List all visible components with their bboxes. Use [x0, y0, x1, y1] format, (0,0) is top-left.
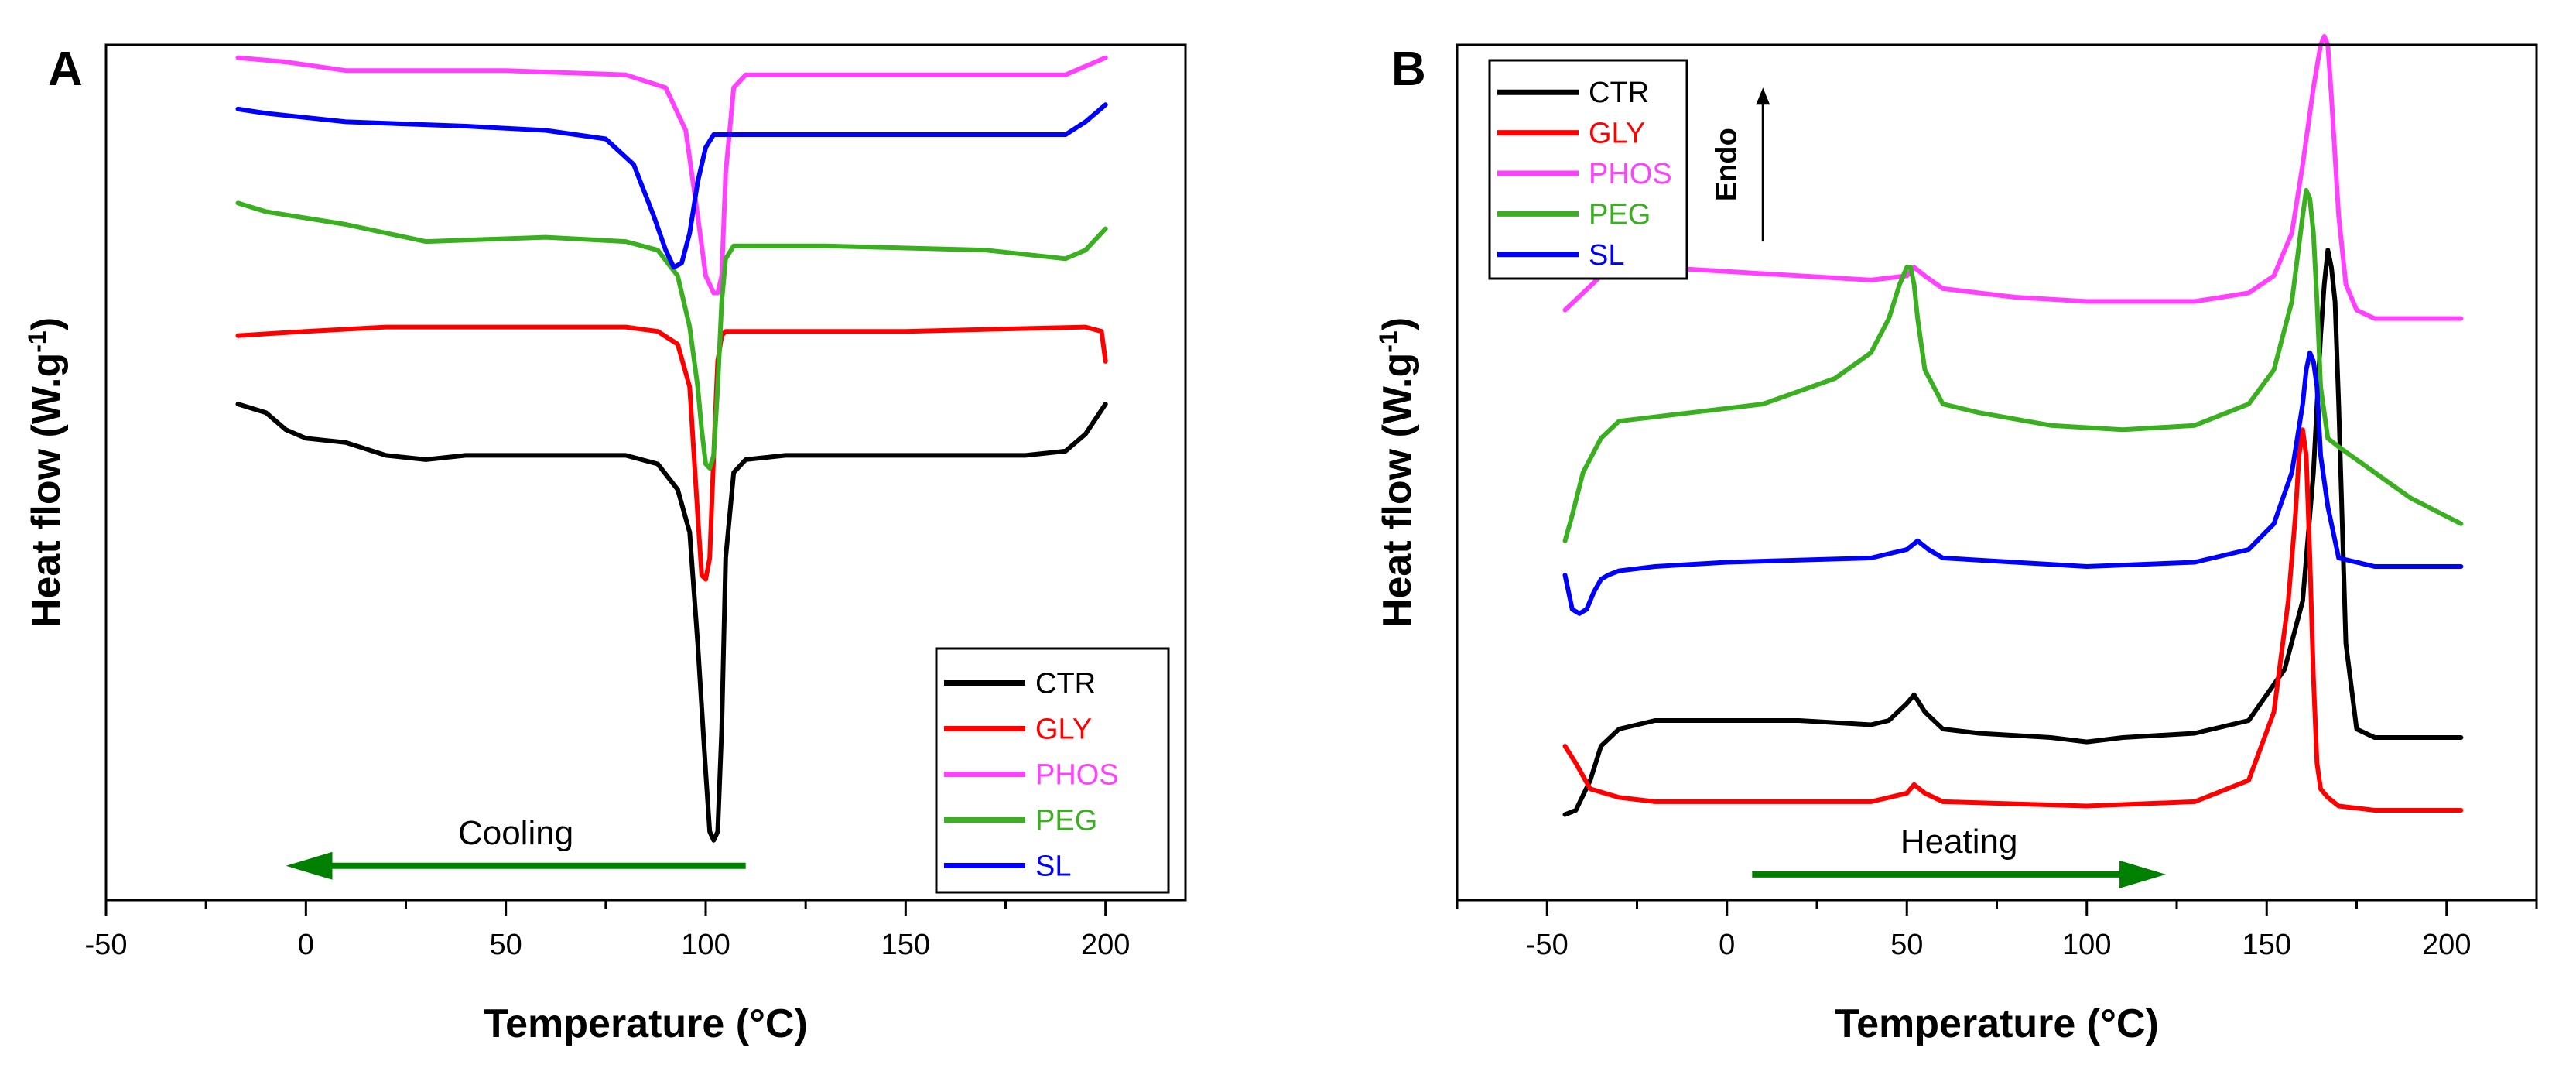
y-axis-title-main: Heat flow (W.g — [24, 353, 69, 628]
legend-label-sl: SL — [1589, 239, 1624, 272]
legend-label-sl: SL — [1035, 851, 1071, 883]
process-arrow-head — [2119, 860, 2167, 888]
x-axis-title: Temperature (°C) — [1835, 1001, 2159, 1046]
legend-label-peg: PEG — [1035, 805, 1097, 837]
panel-label: B — [1391, 43, 1426, 96]
y-axis-title-end: ) — [24, 317, 69, 330]
plot-frame — [104, 43, 1187, 902]
x-tick-label: 150 — [2242, 929, 2291, 961]
series-line-gly — [1562, 427, 2464, 813]
legend-label-ctr: CTR — [1035, 668, 1096, 700]
y-axis-title-main: Heat flow (W.g — [1375, 353, 1420, 628]
panel-a: -50 0 50 100 150 200 Temperature (°C) Heat flow… — [23, 43, 1187, 1046]
endo-label: Endo — [1710, 128, 1743, 201]
endo-arrow-head — [1756, 87, 1770, 105]
y-axis-title-end: ) — [1375, 317, 1420, 330]
series-line-phos — [1562, 34, 2464, 321]
series-line-ctr — [1562, 248, 2464, 817]
x-tick-label: 150 — [881, 929, 930, 961]
y-axis-title-superscript: -1 — [1374, 330, 1402, 352]
x-tick-label: -50 — [1526, 929, 1569, 961]
y-axis-title-superscript: -1 — [23, 330, 51, 352]
series-line-sl — [1562, 350, 2464, 616]
x-tick-label: 0 — [1719, 929, 1735, 961]
x-tick-label: 100 — [2062, 929, 2111, 961]
legend-label-phos: PHOS — [1589, 158, 1672, 190]
panel-b: -50 0 50 100 150 200 Temperature (°C) Heat flow… — [1374, 34, 2538, 1046]
x-tick-label: 200 — [1081, 929, 1130, 961]
series-line-ctr — [235, 402, 1108, 843]
legend-label-gly: GLY — [1035, 714, 1092, 746]
x-tick-label: 50 — [1890, 929, 1923, 961]
series-line-peg — [1562, 187, 2464, 543]
series-line-peg — [235, 200, 1108, 471]
legend-label-ctr: CTR — [1589, 77, 1649, 109]
process-arrow-head — [286, 851, 333, 880]
legend-box — [1488, 59, 1688, 280]
legend-box — [935, 647, 1170, 894]
y-axis-title: Heat flow (W.g-1) — [1374, 317, 1420, 628]
y-axis-title: Heat flow (W.g-1) — [23, 317, 69, 628]
x-tick-label: 200 — [2422, 929, 2471, 961]
legend-label-peg: PEG — [1589, 198, 1651, 231]
series-line-gly — [235, 324, 1108, 582]
legend-label-phos: PHOS — [1035, 759, 1119, 792]
series-line-phos — [235, 55, 1108, 296]
x-axis-title: Temperature (°C) — [484, 1001, 808, 1046]
panel-label: A — [48, 43, 83, 96]
x-tick-label: -50 — [85, 929, 128, 961]
x-tick-label: 50 — [490, 929, 522, 961]
x-tick-label: 0 — [298, 929, 314, 961]
x-tick-label: 100 — [681, 929, 730, 961]
legend-label-gly: GLY — [1589, 118, 1645, 150]
series-line-sl — [235, 102, 1108, 270]
process-arrow-label: Cooling — [458, 814, 573, 852]
process-arrow-label: Heating — [1900, 823, 2018, 861]
